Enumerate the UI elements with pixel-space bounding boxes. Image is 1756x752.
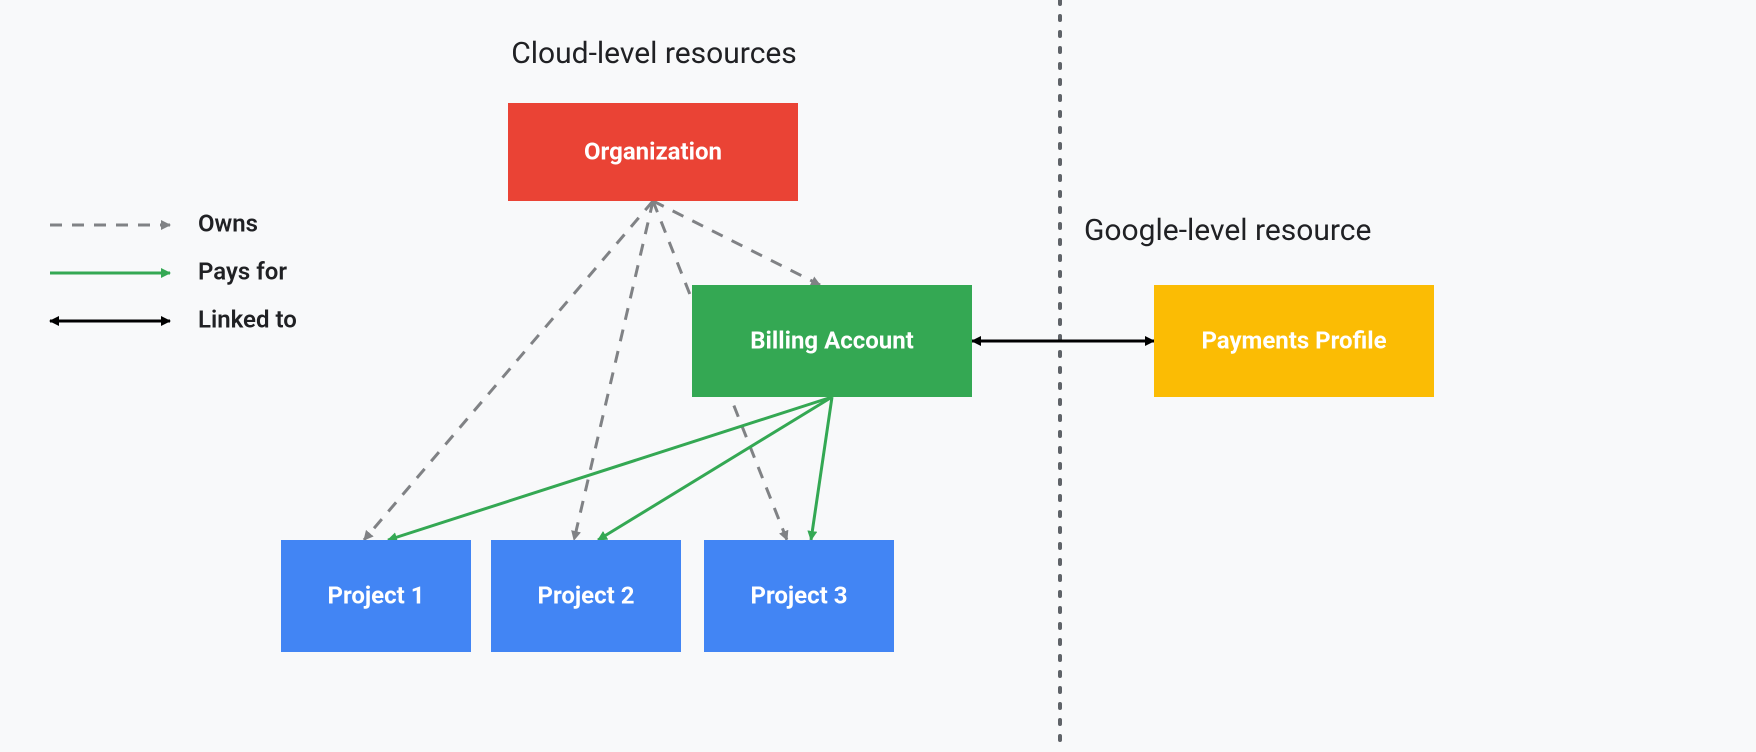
- node-org: Organization: [508, 103, 798, 201]
- node-p1: Project 1: [281, 540, 471, 652]
- node-payments: Payments Profile: [1154, 285, 1434, 397]
- legend: Owns Pays for Linked to: [50, 209, 297, 333]
- legend-label-linked: Linked to: [198, 305, 297, 333]
- node-p3: Project 3: [704, 540, 894, 652]
- node-p3-label: Project 3: [750, 581, 847, 609]
- node-payments-label: Payments Profile: [1201, 326, 1386, 354]
- node-billing: Billing Account: [692, 285, 972, 397]
- node-p2: Project 2: [491, 540, 681, 652]
- title-google-level: Google-level resource: [1084, 213, 1371, 248]
- edge-pays-billing-p3: [811, 397, 832, 540]
- title-cloud-level: Cloud-level resources: [511, 36, 797, 71]
- edge-owns-org-p1: [364, 201, 653, 540]
- edge-pays-billing-p1: [388, 397, 832, 540]
- node-org-label: Organization: [584, 137, 722, 165]
- node-billing-label: Billing Account: [750, 326, 914, 354]
- edge-pays-billing-p2: [598, 397, 832, 540]
- edge-owns-org-p2: [574, 201, 653, 540]
- diagram-canvas: Cloud-level resources Google-level resour…: [0, 0, 1756, 752]
- node-p2-label: Project 2: [537, 581, 634, 609]
- nodes-layer: Organization Billing Account Payments Prof…: [281, 103, 1434, 652]
- legend-label-pays: Pays for: [198, 257, 287, 285]
- edge-owns-org-billing: [653, 201, 820, 285]
- node-p1-label: Project 1: [327, 581, 424, 609]
- legend-label-owns: Owns: [198, 209, 258, 237]
